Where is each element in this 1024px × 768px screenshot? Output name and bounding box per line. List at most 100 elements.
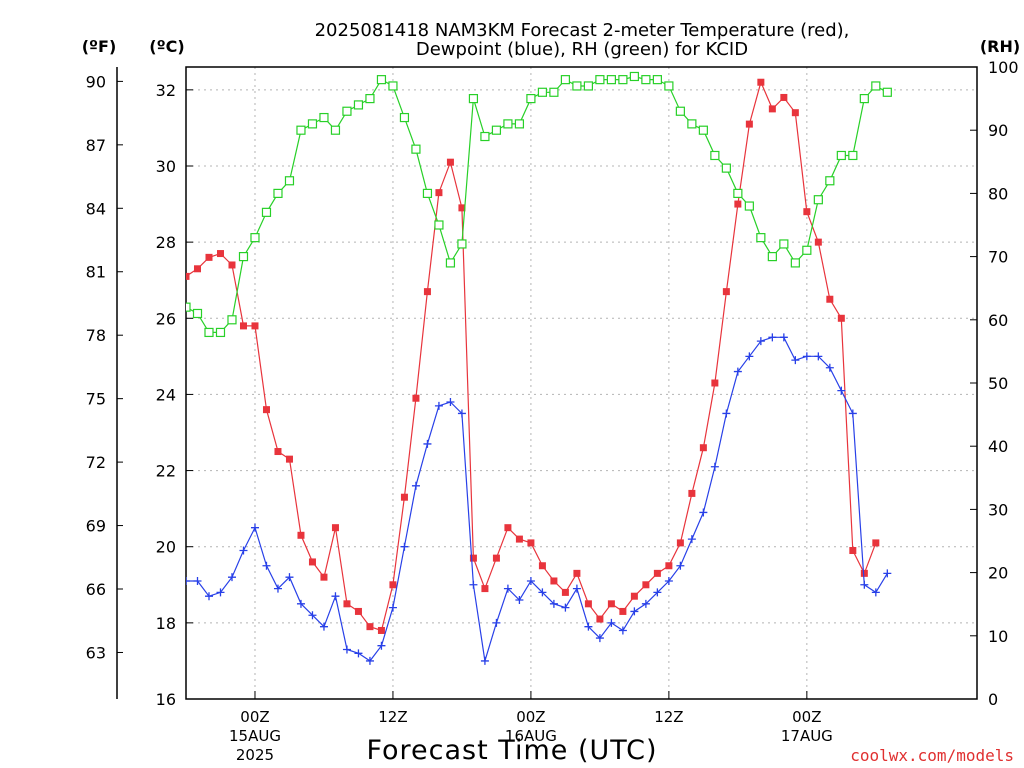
temperature-point xyxy=(826,295,834,303)
rh-point xyxy=(859,93,869,104)
temperature-point xyxy=(446,158,454,166)
temperature-point xyxy=(653,569,661,577)
temperature-point xyxy=(791,109,799,117)
rh-point xyxy=(595,75,605,85)
rh-point xyxy=(399,112,410,123)
temperature-point xyxy=(331,524,339,532)
rh-point xyxy=(411,144,421,154)
temperature-point xyxy=(665,562,673,570)
temperature-point xyxy=(538,562,546,570)
x-tick-date: 16AUG xyxy=(505,727,557,745)
dewpoint-point xyxy=(526,576,535,585)
temperature-point xyxy=(389,581,397,589)
temperature-point xyxy=(400,493,408,501)
fahrenheit-tick-label: 78 xyxy=(86,326,106,345)
dewpoint-point xyxy=(699,508,708,517)
temperature-point xyxy=(412,394,420,402)
rh-point xyxy=(353,100,364,110)
temperature-point xyxy=(186,272,190,280)
dewpoint-point xyxy=(227,573,236,582)
series-dewpoint xyxy=(186,333,892,665)
dewpoint-point xyxy=(411,481,420,490)
dewpoint-point xyxy=(768,333,777,342)
rh-point xyxy=(836,150,846,161)
temperature-point xyxy=(780,93,788,101)
temperature-point xyxy=(366,623,374,631)
fahrenheit-tick-label: 69 xyxy=(86,517,106,536)
dewpoint-point xyxy=(802,352,811,361)
rh-tick-label: 0 xyxy=(988,690,998,709)
dewpoint-point xyxy=(549,599,558,608)
x-tick-date: 15AUG xyxy=(229,727,281,745)
rh-point xyxy=(549,87,559,97)
temperature-point xyxy=(239,322,247,330)
fahrenheit-tick-label: 72 xyxy=(86,453,106,472)
celsius-tick-label: 24 xyxy=(156,385,176,404)
rh-tick-label: 10 xyxy=(988,627,1008,646)
rh-point xyxy=(560,75,571,85)
rh-tick-label: 20 xyxy=(988,564,1008,583)
rh-point xyxy=(652,75,662,85)
rh-point xyxy=(756,233,766,243)
rh-point xyxy=(618,75,628,85)
rh-tick-label: 70 xyxy=(988,248,1008,267)
temperature-point xyxy=(814,238,822,246)
dewpoint-point xyxy=(814,352,823,361)
rh-point xyxy=(238,252,249,262)
dewpoint-point xyxy=(687,535,696,544)
temperature-point xyxy=(837,314,845,322)
temperature-point xyxy=(699,444,707,452)
rh-point xyxy=(629,71,639,82)
temperature-point xyxy=(849,547,857,555)
temperature-point xyxy=(262,406,270,414)
rh-point xyxy=(664,81,674,91)
rh-point xyxy=(227,315,237,325)
rh-point xyxy=(882,87,892,97)
celsius-tick-label: 22 xyxy=(156,462,176,481)
rh-point xyxy=(871,81,881,91)
celsius-tick-label: 32 xyxy=(156,81,176,100)
dewpoint-point xyxy=(860,580,869,589)
dewpoint-point xyxy=(733,367,742,376)
rh-point xyxy=(307,119,318,129)
temperature-point xyxy=(734,200,742,208)
temperature-point xyxy=(872,539,880,547)
dewpoint-point xyxy=(377,641,386,650)
rh-tick-label: 40 xyxy=(988,437,1008,456)
temperature-point xyxy=(630,592,638,600)
temperature-point xyxy=(860,569,868,577)
series xyxy=(186,71,892,665)
fahrenheit-tick-label: 84 xyxy=(86,199,106,218)
fahrenheit-tick-label: 87 xyxy=(86,136,106,155)
fahrenheit-tick-label: 81 xyxy=(86,263,106,282)
rh-point xyxy=(721,163,731,173)
dewpoint-point xyxy=(400,542,409,551)
celsius-tick-label: 28 xyxy=(156,233,176,252)
rh-point xyxy=(457,239,467,249)
rh-point xyxy=(215,327,226,338)
dewpoint-point xyxy=(480,656,489,665)
rh-point xyxy=(422,188,433,198)
dewpoint-point xyxy=(538,588,547,597)
celsius-tick-label: 26 xyxy=(156,309,176,328)
dewpoint-point xyxy=(354,649,363,658)
fahrenheit-tick-label: 63 xyxy=(86,643,106,662)
temperature-point xyxy=(205,253,213,261)
temperature-point xyxy=(377,626,385,634)
dewpoint-point xyxy=(595,634,604,643)
dewpoint-point xyxy=(492,618,501,627)
series-line xyxy=(186,75,888,333)
dewpoint-point xyxy=(342,645,351,654)
dewpoint-point xyxy=(722,409,731,418)
dewpoint-point xyxy=(871,588,880,597)
temperature-point xyxy=(458,204,466,212)
fahrenheit-axis-label: (ºF) xyxy=(82,37,117,56)
dewpoint-point xyxy=(331,592,340,601)
rh-point xyxy=(250,233,260,243)
rh-point xyxy=(192,308,203,319)
dewpoint-point xyxy=(710,462,719,471)
rh-point xyxy=(204,327,214,338)
dewpoint-point xyxy=(630,607,639,616)
rh-tick-label: 60 xyxy=(988,311,1008,330)
x-tick-label: 12Z xyxy=(654,708,683,726)
